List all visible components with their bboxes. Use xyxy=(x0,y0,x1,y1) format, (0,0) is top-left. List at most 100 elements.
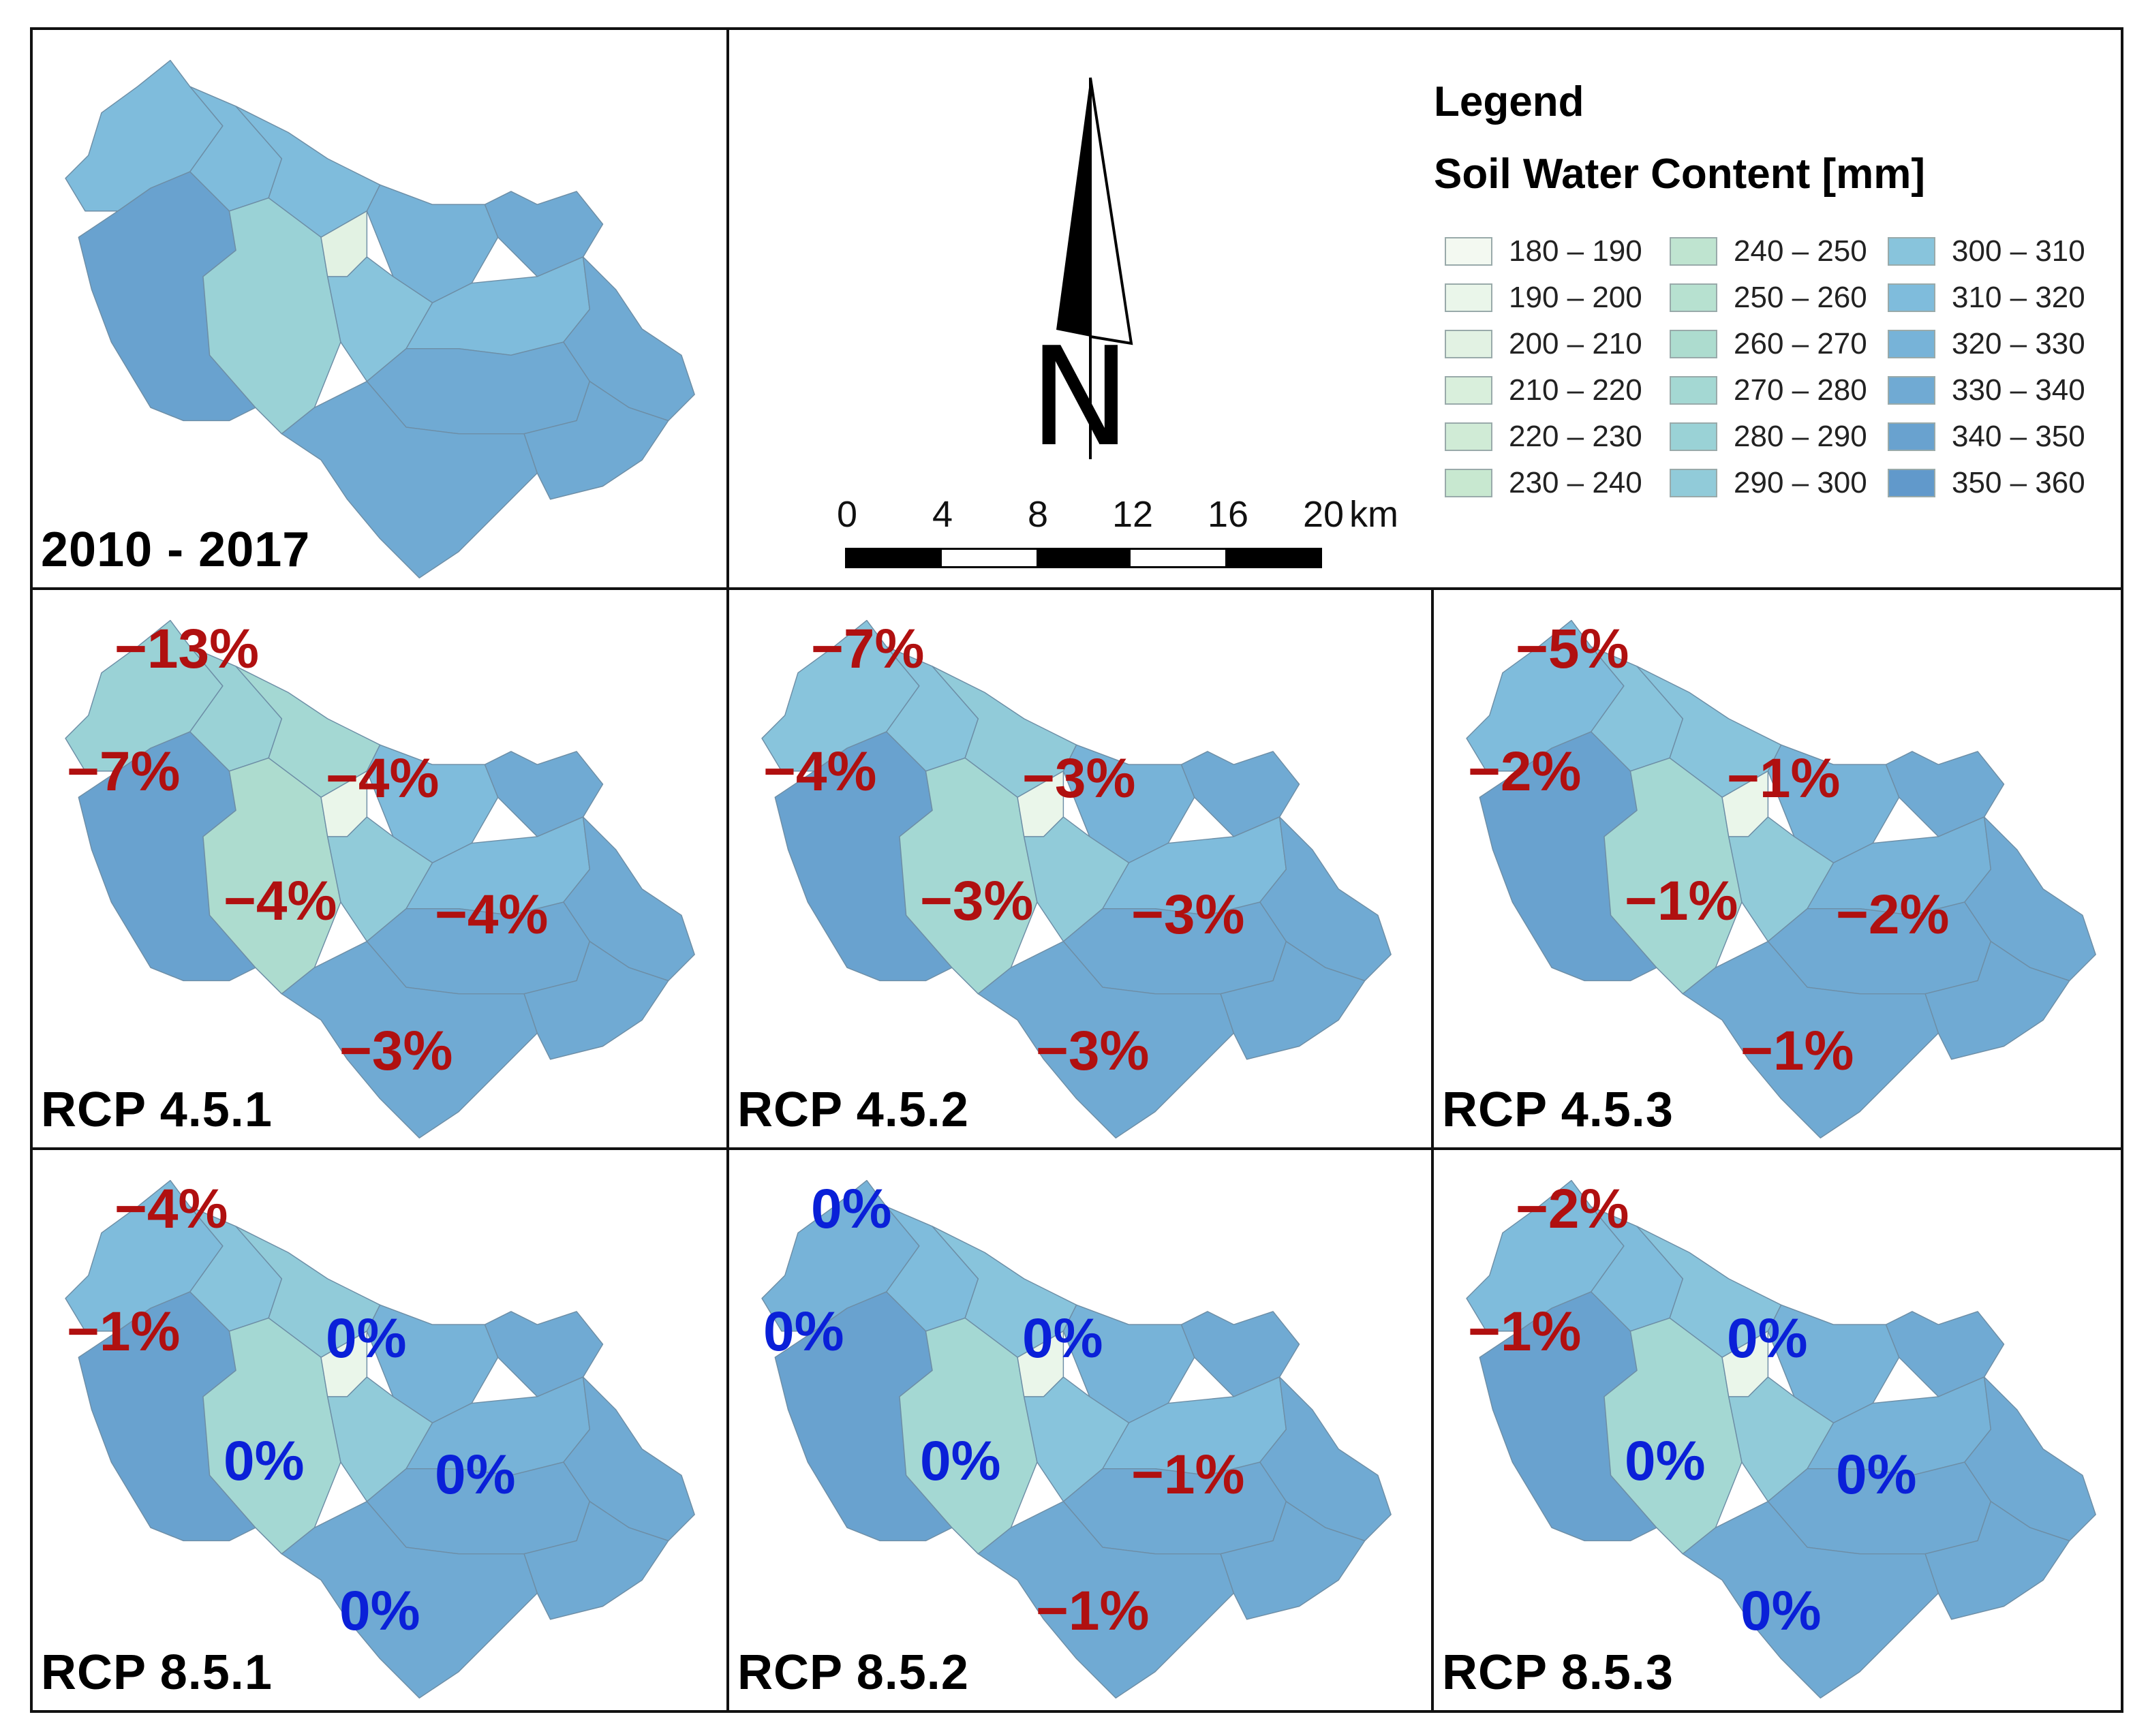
legend-label: 230 – 240 xyxy=(1509,466,1642,499)
scale-bar-segments xyxy=(845,548,1322,568)
legend-label: 340 – 350 xyxy=(1952,420,2085,453)
legend-swatch xyxy=(1670,469,1717,497)
legend-swatch xyxy=(1445,376,1492,405)
change-label-west: −4% xyxy=(763,741,877,803)
catchment-map xyxy=(761,1179,1392,1699)
legend-swatch xyxy=(1445,422,1492,451)
scale-tick-label: 8 xyxy=(1028,494,1049,535)
subbasin-se-b xyxy=(523,1501,669,1620)
legend-label: 210 – 220 xyxy=(1509,373,1642,407)
change-label-south: −3% xyxy=(339,1020,453,1082)
change-label-west: 0% xyxy=(763,1301,844,1363)
change-label-west: −1% xyxy=(1468,1301,1582,1363)
change-label-north: −7% xyxy=(811,618,925,680)
catchment-map xyxy=(65,619,695,1138)
legend-item: 180 – 190 xyxy=(1445,234,1642,268)
legend-item: 190 – 200 xyxy=(1445,281,1642,315)
change-label-center: 0% xyxy=(1625,1430,1706,1492)
north-arrow-light-half xyxy=(1089,77,1133,345)
legend-label: 300 – 310 xyxy=(1952,234,2085,268)
map-panel-rcp853: RCP 8.5.3 −2% −1% 0% 0% 0% 0% xyxy=(1431,1147,2123,1713)
panel-label: RCP 8.5.1 xyxy=(41,1645,273,1700)
change-label-east: 0% xyxy=(1836,1444,1917,1506)
subbasin-ne-b xyxy=(484,751,604,837)
legend-item: 240 – 250 xyxy=(1670,234,1867,268)
legend-swatch xyxy=(1670,330,1717,358)
legend-swatch xyxy=(1670,376,1717,405)
map-panel-rcp451: RCP 4.5.1 −13% −7% −4% −4% −4% −3% xyxy=(30,587,729,1150)
legend-swatch xyxy=(1445,283,1492,312)
subbasin-south xyxy=(1682,1501,1939,1699)
subbasin-ne-b xyxy=(1180,751,1300,837)
map-panel-rcp453: RCP 4.5.3 −5% −2% −1% −1% −2% −1% xyxy=(1431,587,2123,1150)
change-label-north-center: −4% xyxy=(326,747,440,809)
change-label-east: 0% xyxy=(435,1444,516,1506)
north-arrow-dark-half xyxy=(1056,78,1090,337)
legend-label: 290 – 300 xyxy=(1734,466,1867,499)
change-label-north-center: −3% xyxy=(1022,747,1136,809)
legend-label: 350 – 360 xyxy=(1952,466,2085,499)
legend-label: 200 – 210 xyxy=(1509,327,1642,360)
change-label-north: −13% xyxy=(114,618,260,680)
scale-bar: 0 4 8 12 16 20 km xyxy=(837,493,1398,575)
subbasin-south xyxy=(281,941,538,1138)
legend-item: 320 – 330 xyxy=(1888,327,2085,361)
legend-label: 270 – 280 xyxy=(1734,373,1867,407)
subbasin-se-b xyxy=(523,381,669,500)
subbasin-se-b xyxy=(523,941,669,1060)
change-label-south: 0% xyxy=(339,1580,420,1642)
panel-label: 2010 - 2017 xyxy=(41,523,311,577)
catchment-map xyxy=(65,1179,695,1699)
scale-tick-label: 16 xyxy=(1208,494,1249,535)
legend-label: 260 – 270 xyxy=(1734,327,1867,360)
legend-label: 180 – 190 xyxy=(1509,234,1642,268)
legend-item: 250 – 260 xyxy=(1670,281,1867,315)
north-arrow-icon xyxy=(1056,77,1133,459)
change-label-north-center: 0% xyxy=(1022,1307,1103,1369)
legend-label: 280 – 290 xyxy=(1734,420,1867,453)
legend-panel: N 0 4 8 12 16 20 km Legend Soil Water Co… xyxy=(726,27,2123,590)
legend-item: 230 – 240 xyxy=(1445,466,1642,500)
scale-tick-label: 4 xyxy=(932,494,953,535)
change-label-east: −2% xyxy=(1836,884,1950,946)
panel-label: RCP 4.5.1 xyxy=(41,1083,273,1137)
catchment-map xyxy=(65,59,695,578)
legend-label: 220 – 230 xyxy=(1509,420,1642,453)
legend-label: 250 – 260 xyxy=(1734,281,1867,314)
legend-subtitle: Soil Water Content [mm] xyxy=(1434,151,1926,198)
change-label-north: −5% xyxy=(1516,618,1629,680)
subbasin-ne-b xyxy=(1885,751,2005,837)
legend-label: 240 – 250 xyxy=(1734,234,1867,268)
subbasin-se-b xyxy=(1220,941,1366,1060)
change-label-south: −1% xyxy=(1740,1020,1854,1082)
legend-item: 200 – 210 xyxy=(1445,327,1642,361)
change-label-east: −1% xyxy=(1131,1444,1245,1506)
legend-item: 280 – 290 xyxy=(1670,420,1867,454)
subbasin-se-b xyxy=(1924,1501,2070,1620)
panel-label: RCP 8.5.3 xyxy=(1442,1645,1674,1700)
change-label-west: −1% xyxy=(67,1301,181,1363)
subbasin-south xyxy=(977,941,1235,1138)
catchment-map xyxy=(1466,1179,2096,1699)
change-label-north-center: −1% xyxy=(1727,747,1841,809)
change-label-east: −4% xyxy=(435,884,549,946)
legend-swatch xyxy=(1888,376,1935,405)
change-label-west: −2% xyxy=(1468,741,1582,803)
legend-swatch xyxy=(1670,422,1717,451)
legend-label: 310 – 320 xyxy=(1952,281,2085,314)
legend-item: 300 – 310 xyxy=(1888,234,2085,268)
legend-swatch xyxy=(1670,283,1717,312)
legend-swatch xyxy=(1888,237,1935,266)
catchment-map xyxy=(1466,619,2096,1138)
catchment-map xyxy=(761,619,1392,1138)
subbasin-south xyxy=(1682,941,1939,1138)
legend-title: Legend xyxy=(1434,78,1584,125)
legend-swatch xyxy=(1670,237,1717,266)
legend-swatch xyxy=(1888,330,1935,358)
legend-item: 260 – 270 xyxy=(1670,327,1867,361)
subbasin-ne-b xyxy=(1885,1311,2005,1397)
panel-label: RCP 8.5.2 xyxy=(737,1645,969,1700)
legend-item: 330 – 340 xyxy=(1888,373,2085,407)
change-label-south: −3% xyxy=(1036,1020,1150,1082)
